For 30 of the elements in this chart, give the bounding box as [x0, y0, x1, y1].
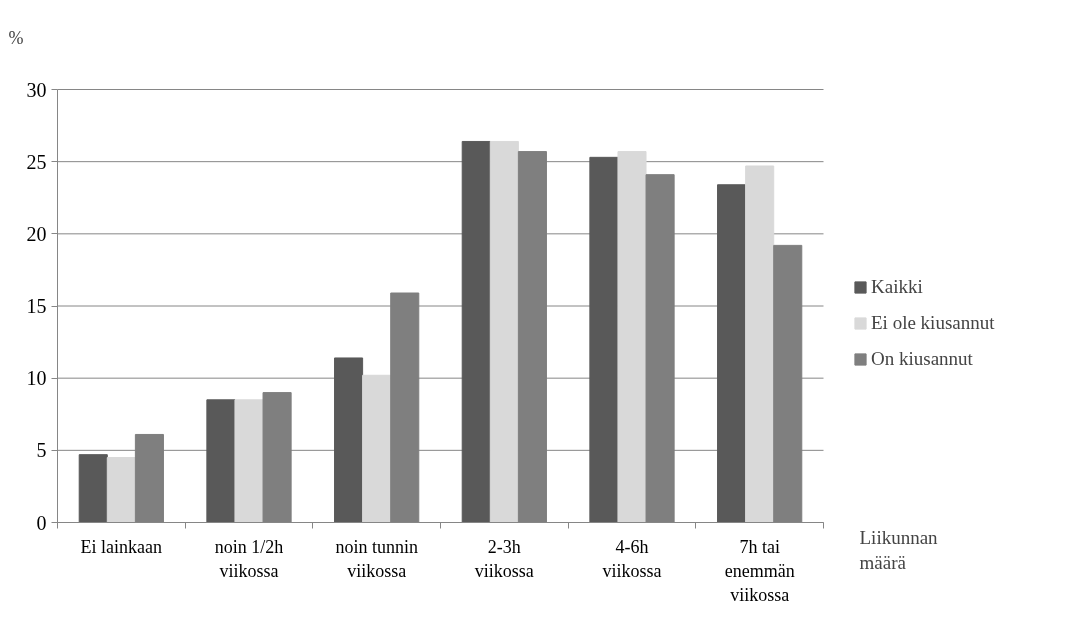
- y-tick-label: 25: [26, 150, 47, 173]
- x-axis-title: Liikunnan määrä: [859, 526, 939, 573]
- bar: [617, 151, 647, 523]
- y-tick-label: 10: [26, 367, 47, 390]
- bar: [334, 357, 364, 523]
- bar: [461, 140, 491, 523]
- y-tick-label: 0: [36, 511, 47, 534]
- x-tick-label: noin 1/2h viikossa: [214, 536, 284, 581]
- bar: [234, 399, 264, 523]
- bar: [589, 156, 619, 523]
- bar: [489, 140, 519, 523]
- y-tick-label: 20: [26, 222, 47, 245]
- y-tick-label: 30: [26, 78, 47, 101]
- bar: [106, 457, 136, 523]
- x-tick-label: noin tunnin viikossa: [335, 536, 418, 581]
- x-tick-label: Ei lainkaan: [80, 536, 163, 557]
- bar: [745, 165, 775, 523]
- bar: [717, 184, 747, 523]
- bar: [206, 399, 236, 523]
- legend-label: On kiusannut: [871, 348, 973, 370]
- y-tick-label: 5: [36, 439, 47, 462]
- legend-label: Ei ole kiusannut: [871, 312, 995, 334]
- x-tick-label: 7h tai enemmän viikossa: [724, 536, 795, 605]
- bar: [78, 454, 108, 523]
- x-tick-label: 2-3h viikossa: [474, 536, 534, 581]
- x-tick-label: 4-6h viikossa: [602, 536, 662, 581]
- y-tick-label: 15: [26, 295, 47, 317]
- bar: [362, 374, 392, 523]
- legend-label: Kaikki: [871, 276, 923, 298]
- y-axis-title: %: [8, 27, 24, 48]
